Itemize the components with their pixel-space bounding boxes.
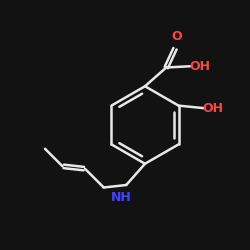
Text: O: O: [171, 30, 181, 43]
Text: OH: OH: [189, 60, 210, 73]
Text: NH: NH: [112, 191, 132, 204]
Text: OH: OH: [202, 102, 224, 114]
